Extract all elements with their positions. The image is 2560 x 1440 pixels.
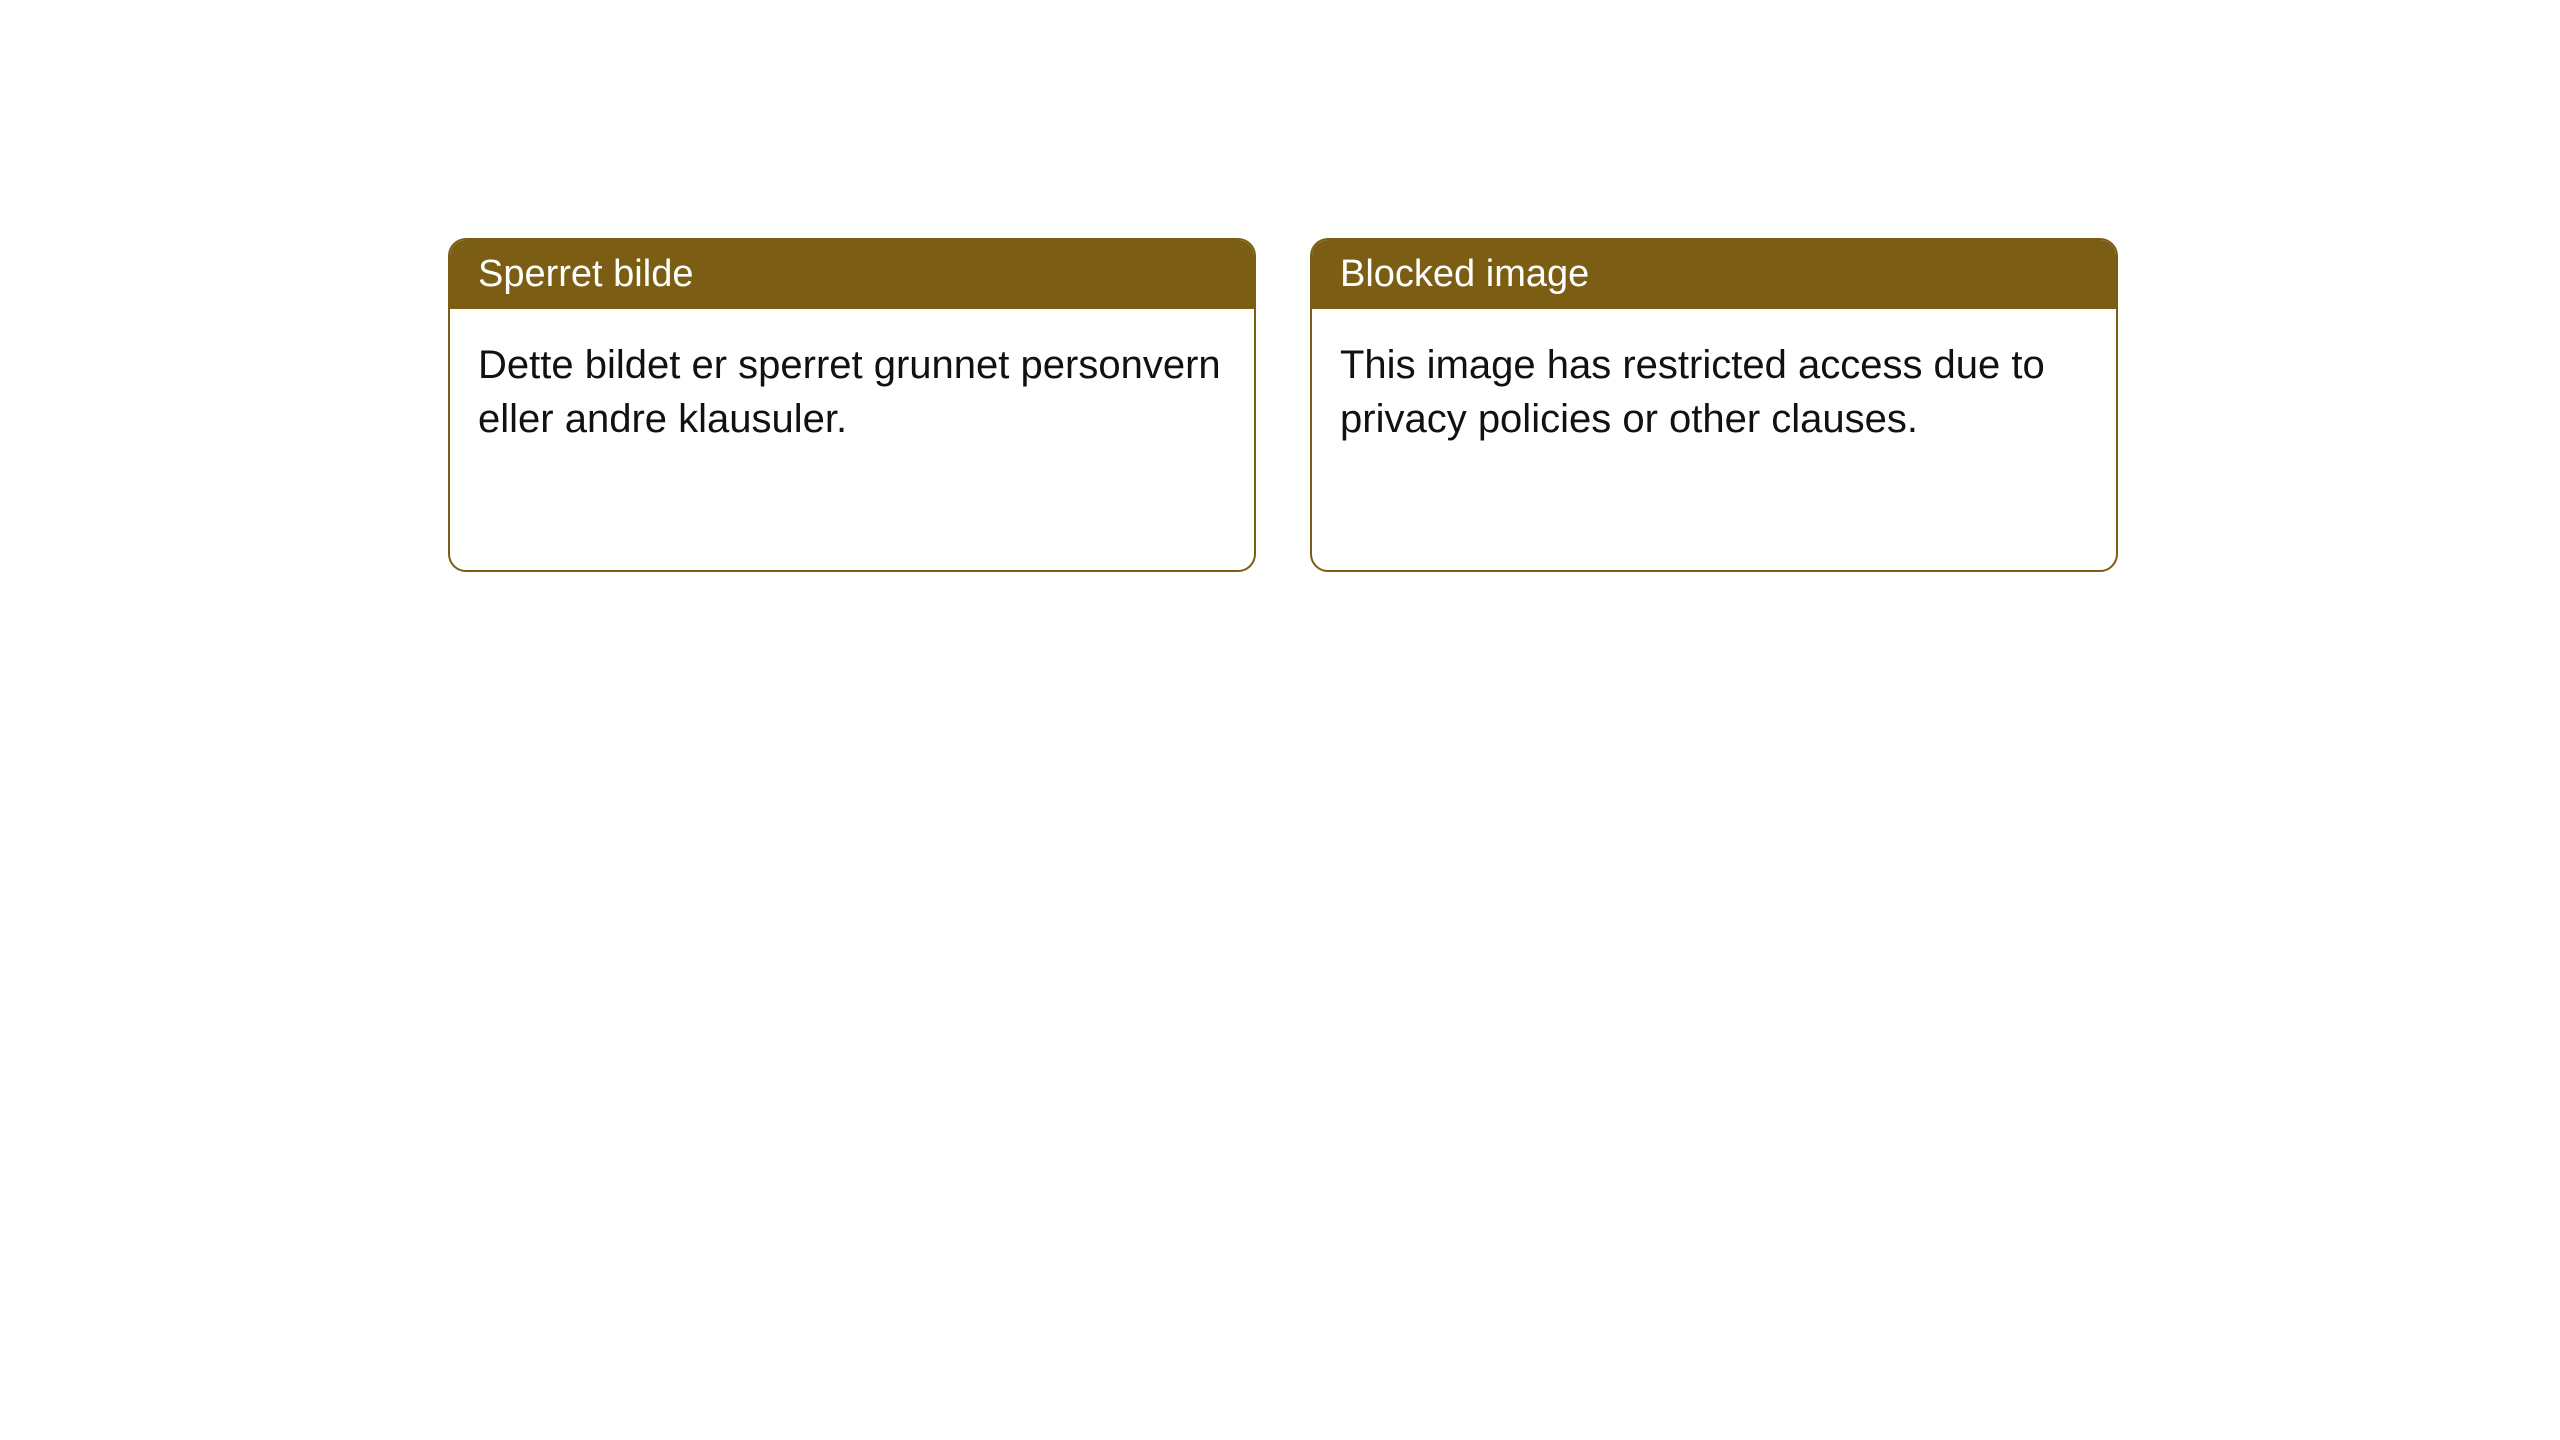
notice-body-english: This image has restricted access due to … — [1312, 309, 2116, 570]
notice-header-english: Blocked image — [1312, 240, 2116, 309]
notice-box-norwegian: Sperret bilde Dette bildet er sperret gr… — [448, 238, 1256, 572]
notice-container: Sperret bilde Dette bildet er sperret gr… — [0, 0, 2560, 572]
notice-box-english: Blocked image This image has restricted … — [1310, 238, 2118, 572]
notice-body-norwegian: Dette bildet er sperret grunnet personve… — [450, 309, 1254, 570]
notice-header-norwegian: Sperret bilde — [450, 240, 1254, 309]
